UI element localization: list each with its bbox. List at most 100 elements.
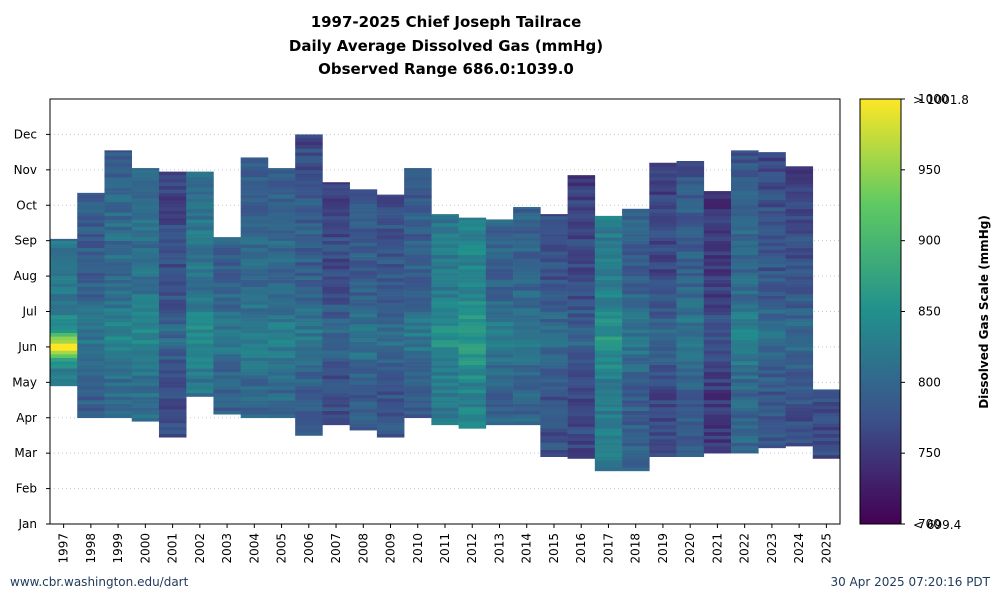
- heatmap-cell: [50, 251, 78, 256]
- heatmap-cell: [186, 276, 214, 280]
- heatmap-cell: [540, 357, 568, 362]
- heatmap-cell: [567, 214, 596, 218]
- heatmap-cell: [649, 453, 677, 458]
- heatmap-cell: [158, 355, 187, 360]
- heatmap-cell: [295, 219, 323, 224]
- heatmap-cell: [703, 403, 732, 408]
- heatmap-cell: [349, 377, 378, 381]
- x-tick-label: 1998: [84, 533, 98, 564]
- heatmap-cell: [812, 398, 841, 403]
- heatmap-cell: [731, 279, 759, 284]
- footer-url[interactable]: www.cbr.washington.edu/dart: [10, 575, 189, 589]
- heatmap-cell: [758, 178, 786, 183]
- heatmap-cell: [349, 348, 378, 353]
- heatmap-cell: [485, 400, 514, 404]
- heatmap-cell: [431, 251, 459, 256]
- heatmap-cell: [50, 290, 78, 295]
- heatmap-cell: [485, 385, 514, 390]
- heatmap-cell: [676, 378, 705, 383]
- heatmap-cell: [676, 453, 705, 458]
- heatmap-cell: [404, 322, 432, 326]
- heatmap-cell: [485, 304, 514, 309]
- heatmap-cell: [622, 272, 650, 277]
- heatmap-cell: [322, 364, 350, 369]
- heatmap-cell: [649, 272, 677, 277]
- heatmap-cell: [267, 173, 296, 178]
- heatmap-cell: [731, 325, 759, 330]
- heatmap-cell: [158, 341, 187, 346]
- heatmap-cell: [213, 279, 241, 284]
- heatmap-cell: [513, 332, 541, 337]
- heatmap-cell: [731, 208, 759, 213]
- heatmap-cell: [731, 336, 759, 341]
- heatmap-cell: [703, 307, 732, 312]
- heatmap-cell: [104, 283, 133, 288]
- heatmap-cell: [703, 279, 732, 284]
- heatmap-cell: [376, 238, 405, 243]
- heatmap-cell: [295, 375, 323, 380]
- heatmap-cell: [158, 369, 187, 374]
- heatmap-cell: [676, 198, 705, 203]
- heatmap-cell: [431, 265, 459, 270]
- heatmap-cell: [785, 176, 814, 181]
- heatmap-cell: [540, 283, 568, 288]
- heatmap-cell: [540, 346, 568, 351]
- heatmap-cell: [77, 244, 105, 249]
- heatmap-cell: [594, 336, 623, 341]
- heatmap-cell: [213, 290, 241, 295]
- heatmap-cell: [240, 208, 269, 213]
- x-tick-label: 2025: [819, 533, 833, 564]
- heatmap-cell: [104, 272, 133, 277]
- heatmap-cell: [376, 362, 405, 367]
- heatmap-cell: [812, 408, 841, 413]
- heatmap-cell: [622, 407, 650, 411]
- heatmap-cell: [676, 346, 705, 351]
- heatmap-cell: [267, 240, 296, 245]
- heatmap-cell: [785, 361, 814, 365]
- heatmap-cell: [703, 297, 732, 302]
- heatmap-cell: [104, 194, 133, 199]
- heatmap-cell: [785, 279, 814, 284]
- heatmap-cell: [213, 315, 241, 319]
- heatmap-cell: [676, 191, 705, 195]
- y-tick-label: Jul: [22, 305, 37, 319]
- heatmap-cell: [131, 400, 160, 404]
- heatmap-cell: [131, 354, 160, 358]
- heatmap-cell: [322, 325, 350, 330]
- heatmap-cell: [431, 364, 459, 369]
- heatmap-cell: [540, 410, 568, 415]
- heatmap-cell: [540, 237, 568, 241]
- heatmap-cell: [295, 414, 323, 419]
- heatmap-cell: [77, 226, 105, 231]
- heatmap-cell: [404, 414, 432, 419]
- heatmap-cell: [703, 194, 732, 199]
- heatmap-cell: [186, 226, 214, 231]
- heatmap-cell: [104, 329, 133, 334]
- heatmap-cell: [485, 329, 514, 334]
- heatmap-cell: [731, 215, 759, 220]
- heatmap-cell: [622, 226, 650, 231]
- heatmap-cell: [703, 290, 732, 295]
- heatmap-cell: [703, 392, 732, 397]
- heatmap-cell: [676, 269, 705, 273]
- heatmap-cell: [785, 293, 814, 298]
- heatmap-cell: [213, 251, 241, 256]
- heatmap-cell: [513, 247, 541, 252]
- heatmap-cell: [649, 297, 677, 302]
- heatmap-cell: [594, 414, 623, 419]
- heatmap-cell: [322, 414, 350, 419]
- heatmap-cell: [731, 265, 759, 270]
- heatmap-cell: [295, 286, 323, 291]
- heatmap-cell: [785, 364, 814, 369]
- heatmap-cell: [158, 398, 187, 403]
- heatmap-cell: [649, 290, 677, 295]
- heatmap-cell: [540, 382, 568, 387]
- heatmap-cell: [703, 350, 732, 355]
- heatmap-cell: [376, 369, 405, 374]
- heatmap-cell: [267, 215, 296, 220]
- colorbar-tick-label: 950: [918, 163, 941, 177]
- heatmap-cell: [485, 230, 514, 234]
- heatmap-cell: [649, 424, 677, 429]
- heatmap-cell: [295, 361, 323, 365]
- heatmap-cell: [676, 368, 705, 373]
